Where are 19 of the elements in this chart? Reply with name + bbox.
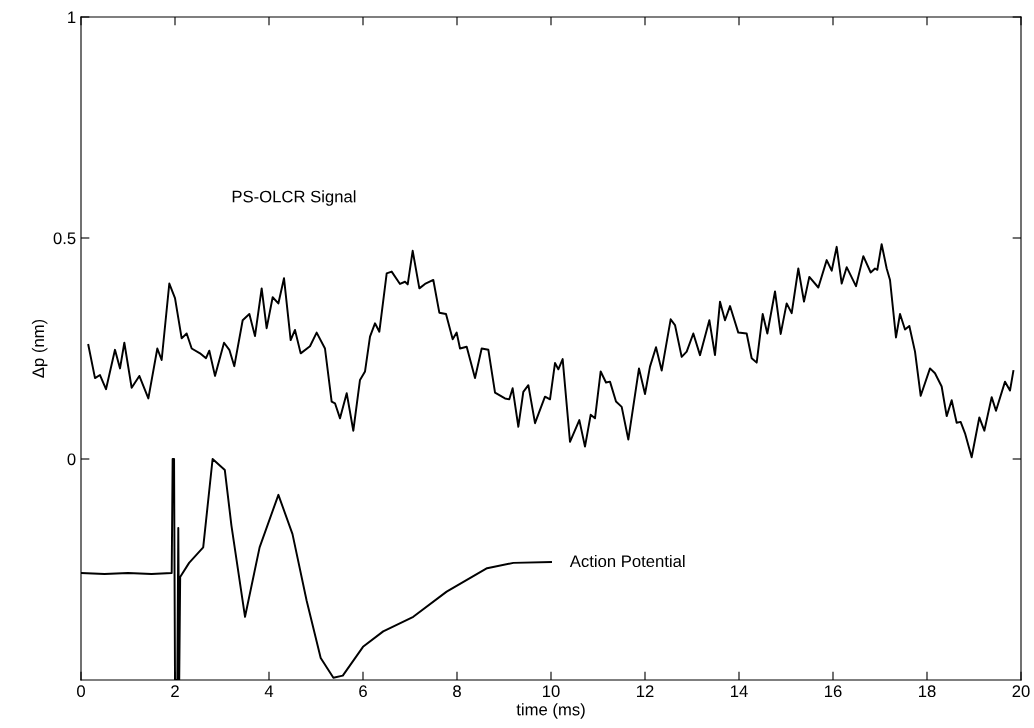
x-tick-label: 0 [77, 685, 85, 698]
x-tick-label: 14 [731, 685, 748, 697]
x-tick-label: 6 [359, 685, 367, 698]
annotation: Action Potential [569, 554, 685, 568]
y-tick-label: 0 [67, 453, 76, 466]
x-tick-label: 4 [264, 685, 274, 697]
y-tick-label: 0.5 [53, 232, 76, 245]
x-tick-label: 18 [919, 685, 936, 698]
x-tick-label: 2 [171, 685, 179, 697]
line-series [87, 243, 1015, 459]
x-tick-label: 20 [1012, 685, 1030, 698]
x-tick-label: 16 [825, 685, 842, 698]
annotation: PS-OLCR Signal [232, 190, 356, 206]
x-axis-title: time (ms) [516, 703, 585, 719]
y-axis-title: Δp (nm) [31, 319, 48, 378]
x-tick-label: 10 [543, 685, 560, 698]
x-tick-label: 8 [453, 685, 461, 698]
x-tick-label: 12 [637, 685, 654, 697]
y-tick-label: 1 [68, 11, 76, 24]
